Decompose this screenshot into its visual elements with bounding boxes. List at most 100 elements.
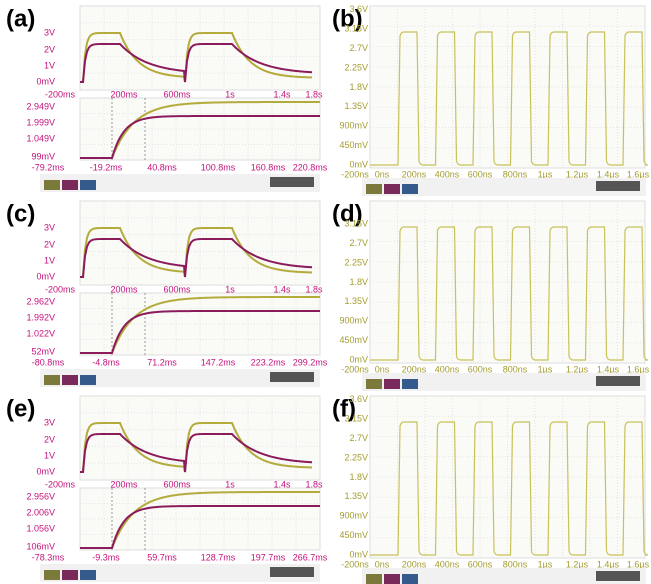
status-block xyxy=(596,376,640,386)
y-tick-label: 1V xyxy=(44,60,55,70)
status-block xyxy=(44,570,60,580)
x-tick-label: 266.7ms xyxy=(293,552,328,562)
y-tick-label: 0mV xyxy=(36,76,55,86)
x-tick-label: 1.2µs xyxy=(566,559,589,569)
x-tick-label: 0ns xyxy=(375,559,390,569)
x-tick-label: 147.2ms xyxy=(201,357,236,367)
y-tick-label: 450mV xyxy=(339,140,368,150)
y-tick-label: 1.992V xyxy=(26,312,55,322)
x-tick-label: 200ns xyxy=(402,169,427,179)
y-tick-label: 2.7V xyxy=(349,238,368,248)
y-tick-label: 0mV xyxy=(36,466,55,476)
status-block xyxy=(596,571,640,581)
status-block xyxy=(44,375,60,385)
x-tick-label: 800ns xyxy=(503,169,528,179)
y-tick-label: 3.6V xyxy=(349,4,368,14)
x-tick-label: 220.8ms xyxy=(293,162,328,172)
y-tick-label: 1.8V xyxy=(349,82,368,92)
status-block xyxy=(270,177,314,187)
x-tick-label: 400ns xyxy=(435,169,460,179)
x-tick-label: 400ns xyxy=(435,559,460,569)
y-tick-label: 52mV xyxy=(31,346,55,356)
x-tick-label: 40.8ms xyxy=(147,162,177,172)
x-tick-label: 1.2µs xyxy=(566,169,589,179)
x-tick-label: 400ns xyxy=(435,364,460,374)
x-tick-label: -200ns xyxy=(341,559,369,569)
x-tick-label: -200ms xyxy=(45,284,76,294)
x-tick-label: 1.6µs xyxy=(627,559,650,569)
status-block xyxy=(366,574,382,584)
x-tick-label: 299.2ms xyxy=(293,357,328,367)
x-tick-label: -78.3ms xyxy=(32,552,65,562)
status-block xyxy=(62,180,78,190)
status-block xyxy=(402,379,418,389)
x-tick-label: -200ns xyxy=(341,364,369,374)
status-block xyxy=(596,181,640,191)
y-tick-label: 2.949V xyxy=(26,101,55,111)
x-tick-label: 600ns xyxy=(468,559,493,569)
x-tick-label: 800ns xyxy=(503,364,528,374)
status-block xyxy=(80,570,96,580)
y-tick-label: 106mV xyxy=(26,541,55,551)
x-tick-label: 200ns xyxy=(402,559,427,569)
y-tick-label: 2V xyxy=(44,44,55,54)
x-tick-label: -200ms xyxy=(45,479,76,489)
x-tick-label: 1µs xyxy=(538,559,553,569)
x-tick-label: -19.2ms xyxy=(90,162,123,172)
y-tick-label: 2V xyxy=(44,239,55,249)
y-tick-label: 3.15V xyxy=(344,219,368,229)
y-tick-label: 3V xyxy=(44,222,55,232)
y-tick-label: 2.25V xyxy=(344,452,368,462)
status-block xyxy=(270,372,314,382)
x-tick-label: 1.6µs xyxy=(627,169,650,179)
y-tick-label: 3.6V xyxy=(349,394,368,404)
x-tick-label: 59.7ms xyxy=(147,552,177,562)
x-tick-label: 128.7ms xyxy=(201,552,236,562)
y-tick-label: 2.25V xyxy=(344,257,368,267)
y-tick-label: 1.35V xyxy=(344,296,368,306)
y-tick-label: 2.7V xyxy=(349,43,368,53)
y-tick-label: 0mV xyxy=(349,354,368,364)
status-block xyxy=(384,379,400,389)
page: (a)3V2V1V0mV-200ms200ms600ms1s1.4s1.8s2.… xyxy=(0,0,651,584)
y-tick-label: 3.15V xyxy=(344,24,368,34)
status-block xyxy=(80,180,96,190)
status-block xyxy=(270,567,314,577)
y-tick-label: 1.022V xyxy=(26,328,55,338)
x-tick-label: 600ns xyxy=(468,169,493,179)
y-tick-label: 2.25V xyxy=(344,62,368,72)
y-tick-label: 1.056V xyxy=(26,523,55,533)
status-block xyxy=(384,184,400,194)
y-tick-label: 2.006V xyxy=(26,507,55,517)
y-tick-label: 1.8V xyxy=(349,472,368,482)
status-block xyxy=(62,570,78,580)
y-tick-label: 2.956V xyxy=(26,491,55,501)
y-tick-label: 2.7V xyxy=(349,433,368,443)
y-tick-label: 1.35V xyxy=(344,491,368,501)
y-tick-label: 1.049V xyxy=(26,133,55,143)
status-block xyxy=(366,184,382,194)
x-tick-label: 800ns xyxy=(503,559,528,569)
x-tick-label: 1.4µs xyxy=(597,364,620,374)
x-tick-label: -200ns xyxy=(341,169,369,179)
x-tick-label: -9.3ms xyxy=(92,552,120,562)
y-tick-label: 2V xyxy=(44,434,55,444)
y-tick-label: 450mV xyxy=(339,335,368,345)
y-tick-label: 3V xyxy=(44,417,55,427)
panel-label: (e) xyxy=(6,395,35,422)
x-tick-label: 1.4µs xyxy=(597,169,620,179)
x-tick-label: -4.8ms xyxy=(92,357,120,367)
y-tick-label: 450mV xyxy=(339,530,368,540)
y-tick-label: 1.8V xyxy=(349,277,368,287)
y-tick-label: 2.962V xyxy=(26,296,55,306)
x-tick-label: 71.2ms xyxy=(147,357,177,367)
x-tick-label: -80.8ms xyxy=(32,357,65,367)
status-block xyxy=(366,379,382,389)
x-tick-label: 1.6µs xyxy=(627,364,650,374)
x-tick-label: 600ns xyxy=(468,364,493,374)
y-tick-label: 900mV xyxy=(339,121,368,131)
y-tick-label: 0mV xyxy=(349,159,368,169)
y-tick-label: 99mV xyxy=(31,151,55,161)
panel-label: (a) xyxy=(6,5,35,32)
x-tick-label: 223.2ms xyxy=(251,357,286,367)
